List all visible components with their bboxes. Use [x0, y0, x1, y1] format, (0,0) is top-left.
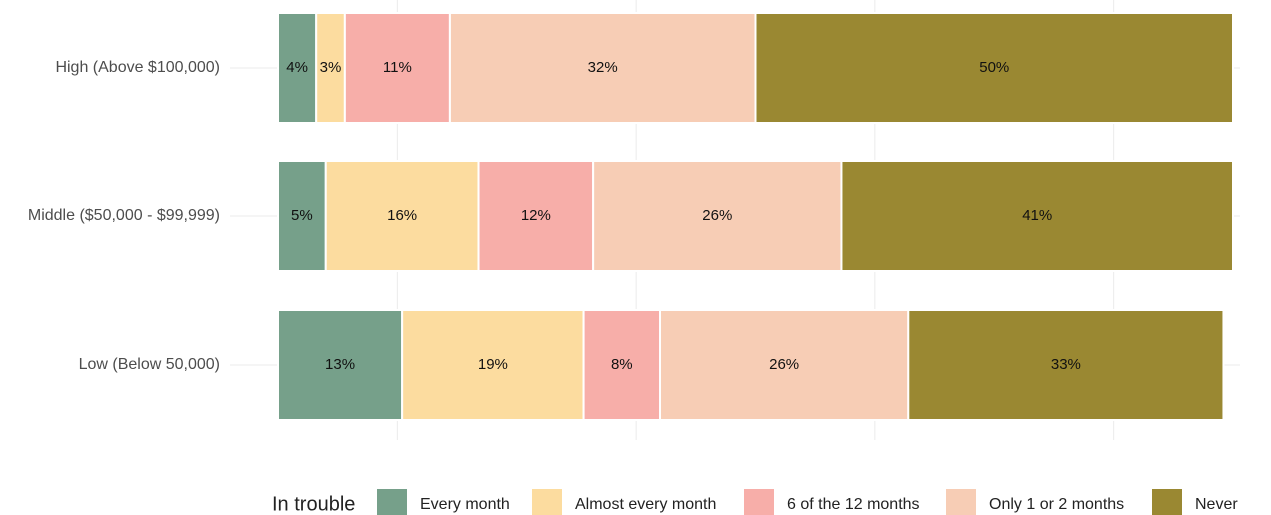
bar-segment — [277, 309, 404, 421]
value-label: 26% — [769, 356, 799, 373]
legend-label: Never — [1195, 496, 1238, 513]
value-label: 3% — [320, 59, 342, 76]
legend-swatch — [744, 489, 774, 515]
value-label: 41% — [1022, 207, 1052, 224]
value-label: 5% — [291, 207, 313, 224]
bar-segment — [907, 309, 1225, 421]
bar-segment — [840, 160, 1234, 272]
legend-swatch — [1152, 489, 1182, 515]
bar-segment — [401, 309, 585, 421]
legend-label: Only 1 or 2 months — [989, 496, 1124, 513]
legend-swatch — [377, 489, 407, 515]
value-label: 32% — [588, 59, 618, 76]
value-label: 11% — [383, 59, 412, 76]
value-label: 19% — [478, 356, 508, 373]
bar-segment — [582, 309, 661, 421]
value-label: 16% — [387, 207, 417, 224]
legend-title: In trouble — [272, 493, 355, 515]
bar-segment — [592, 160, 843, 272]
value-label: 8% — [611, 356, 633, 373]
value-label: 4% — [286, 59, 308, 76]
bar-segment — [277, 160, 327, 272]
value-label: 12% — [521, 207, 551, 224]
y-tick-label: High (Above $100,000) — [55, 59, 220, 76]
value-label: 33% — [1051, 356, 1081, 373]
bar-segment — [343, 12, 451, 124]
value-label: 26% — [702, 207, 732, 224]
legend-swatch — [946, 489, 976, 515]
y-tick-label: Low (Below 50,000) — [79, 356, 220, 373]
y-tick-label: Middle ($50,000 - $99,999) — [28, 207, 220, 224]
bar-segment — [277, 12, 318, 124]
value-label: 50% — [979, 59, 1009, 76]
bar-segment — [754, 12, 1234, 124]
legend-label: Almost every month — [575, 496, 716, 513]
bar-segment — [659, 309, 910, 421]
legend-swatch — [532, 489, 562, 515]
legend-label: Every month — [420, 496, 510, 513]
value-label: 13% — [325, 356, 355, 373]
legend-label: 6 of the 12 months — [787, 496, 920, 513]
bar-segment — [448, 12, 757, 124]
